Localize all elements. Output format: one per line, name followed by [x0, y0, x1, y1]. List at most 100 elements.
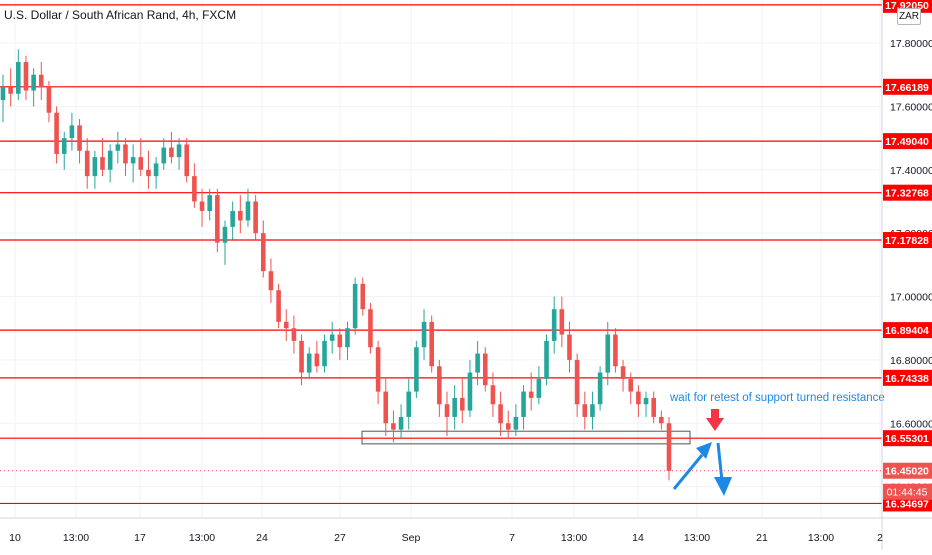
level-label: 16.34697 — [885, 498, 929, 510]
y-tick-label: 17.40000 — [890, 165, 932, 177]
candle-body — [199, 201, 205, 211]
candle-body — [544, 340, 549, 379]
candle-body — [138, 157, 144, 170]
candle-body — [582, 404, 588, 417]
blue-down-arrow-shaft — [716, 442, 724, 482]
candle-body — [460, 397, 465, 411]
candle-body — [130, 157, 136, 164]
annotations: wait for retest of support turned resist… — [669, 392, 885, 496]
candle-body — [153, 163, 159, 177]
candle-body — [169, 147, 174, 158]
candle-body — [92, 157, 98, 177]
candle-body — [383, 391, 389, 424]
candle-body — [253, 201, 258, 234]
candle-body — [666, 423, 672, 471]
support-zone-box — [361, 430, 691, 445]
candle-body — [528, 391, 534, 398]
y-tick-label: 17.00000 — [890, 292, 932, 304]
candle-body — [490, 385, 496, 405]
chart-title: U.S. Dollar / South African Rand, 4h, FX… — [4, 8, 237, 22]
candle-body — [100, 157, 105, 170]
candle-body — [84, 150, 90, 177]
candle-body — [628, 378, 634, 392]
level-label: 17.17828 — [885, 235, 929, 247]
candle-body — [61, 138, 67, 154]
candle-body — [161, 147, 167, 164]
level-label: 16.74338 — [885, 373, 929, 385]
candle-body — [368, 309, 373, 348]
x-tick-label: 24 — [256, 532, 268, 544]
candle-body — [467, 372, 473, 411]
current-price-label-bg — [883, 462, 932, 479]
candle-body — [574, 359, 580, 405]
candle-body — [207, 195, 212, 211]
candle-body — [337, 334, 343, 348]
candle-body — [107, 150, 113, 170]
candle-body — [222, 226, 228, 243]
countdown-label: 01:44:45 — [887, 487, 928, 499]
candle-body — [146, 169, 151, 177]
blue-up-arrow-head — [696, 442, 712, 459]
candle-body — [360, 283, 366, 310]
candle-body — [230, 210, 235, 227]
candle-body — [551, 309, 557, 341]
x-tick-label: 13:00 — [561, 532, 587, 544]
candle-body — [590, 404, 595, 417]
x-tick-label: 10 — [9, 532, 21, 544]
candle-body — [437, 366, 442, 405]
candle-body — [659, 416, 664, 424]
candle-body — [636, 391, 641, 405]
blue-up-arrow-shaft — [672, 454, 704, 490]
x-tick-label: 13:00 — [63, 532, 89, 544]
candle-body — [215, 195, 220, 243]
x-tick-label: 13:00 — [808, 532, 834, 544]
candle-body — [452, 397, 457, 417]
candle-body — [620, 366, 626, 379]
candle-body — [613, 334, 618, 367]
level-label-bg — [883, 78, 932, 95]
x-tick-label: 13:00 — [189, 532, 215, 544]
level-label-bg — [883, 322, 932, 339]
x-tick-label: 13:00 — [684, 532, 710, 544]
candle-body — [643, 397, 649, 405]
annotation-text: wait for retest of support turned resist… — [669, 392, 885, 404]
candle-body — [498, 404, 503, 424]
candle-body — [322, 340, 327, 367]
level-label: 17.66189 — [885, 82, 929, 94]
price-labels: 17.92050 17.66189 17.49040 17.32768 17.17828… — [883, 0, 932, 512]
candle-body — [536, 378, 542, 398]
candle-body — [513, 416, 519, 430]
candle-body — [54, 112, 59, 154]
level-label: 16.55301 — [885, 433, 929, 445]
candle-body — [345, 328, 350, 348]
candle-body — [16, 62, 21, 94]
candle-body — [391, 423, 396, 430]
candle-body — [521, 391, 526, 417]
candle-body — [77, 125, 82, 151]
y-tick-label: 16.60000 — [890, 418, 932, 430]
candle-body — [505, 423, 511, 430]
candle-body — [276, 290, 281, 322]
candles — [0, 49, 672, 481]
currency-badge[interactable]: ZAR — [897, 8, 921, 25]
x-tick-label: 27 — [334, 532, 346, 544]
candle-body — [238, 210, 243, 221]
candle-body — [69, 125, 75, 139]
x-tick-label: 17 — [134, 532, 146, 544]
x-tick-label: 21 — [756, 532, 768, 544]
candle-body — [567, 334, 572, 360]
candle-body — [0, 87, 6, 101]
candle-body — [23, 62, 29, 91]
candle-body — [314, 353, 320, 367]
blue-down-arrow-head — [714, 477, 732, 496]
candle-body — [414, 347, 419, 392]
red-down-arrow — [706, 409, 724, 431]
candle-body — [559, 309, 565, 335]
level-label-bg — [883, 430, 932, 447]
candle-body — [444, 404, 450, 417]
level-label: 17.32768 — [885, 188, 929, 200]
candle-body — [115, 144, 121, 151]
candle-body — [184, 144, 190, 177]
candle-body — [421, 321, 427, 348]
